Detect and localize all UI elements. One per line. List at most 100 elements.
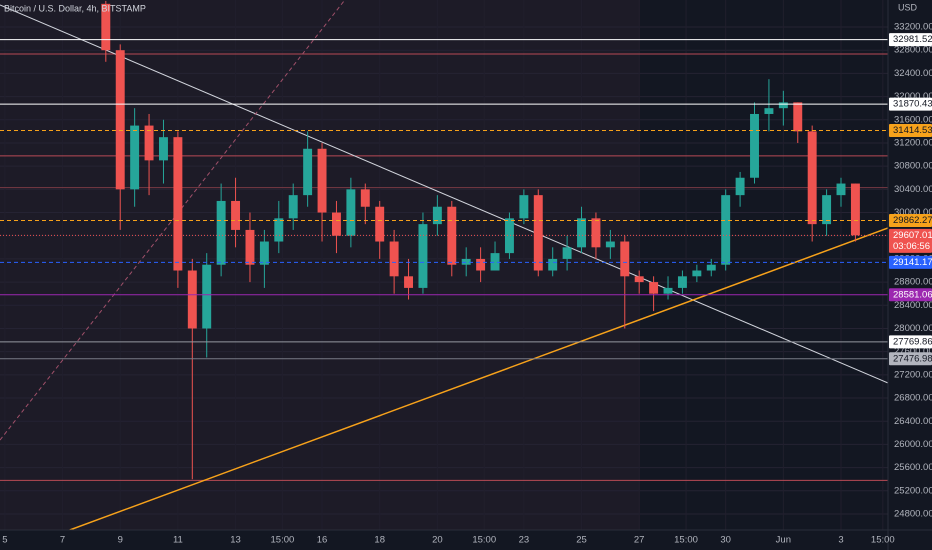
x-tick-label: 25 xyxy=(576,535,587,546)
y-tick-label: 30800.00 xyxy=(894,161,932,172)
candle-body xyxy=(447,206,457,265)
candle-body xyxy=(331,212,341,236)
y-tick-label: 25200.00 xyxy=(894,485,932,496)
chart-title: Bitcoin / U.S. Dollar, 4h, BITSTAMP xyxy=(4,3,146,13)
price-label-bg xyxy=(889,288,932,302)
candle-body xyxy=(519,195,529,219)
candle-body xyxy=(173,137,183,271)
y-tick-label: 28400.00 xyxy=(894,300,932,311)
candle-body xyxy=(360,189,370,207)
candle-body xyxy=(605,241,615,248)
price-label-bg xyxy=(889,255,932,269)
candle-body xyxy=(533,195,543,271)
price-label-bg xyxy=(889,228,932,253)
candle-body xyxy=(115,50,125,190)
x-tick-label: 7 xyxy=(60,535,65,546)
trend-line xyxy=(69,227,888,530)
candle-body xyxy=(620,241,630,277)
price-label-bg xyxy=(889,33,932,47)
price-label: 29141.17 xyxy=(893,257,932,268)
axes: 24800.00 25200.00 25600.00 26000.00 26400.00… xyxy=(2,22,932,546)
candle-body xyxy=(159,137,168,161)
candle-body xyxy=(706,264,716,271)
candle-body xyxy=(807,131,817,225)
candle-body xyxy=(101,3,111,51)
x-tick-label: 15:00 xyxy=(674,535,698,546)
x-tick-label: 15:00 xyxy=(472,535,496,546)
candle-body xyxy=(346,189,356,236)
y-tick-label: 30000.00 xyxy=(894,207,932,218)
candle-body xyxy=(634,276,644,283)
y-tick-label: 32000.00 xyxy=(894,91,932,102)
candle-body xyxy=(245,229,255,265)
x-tick-label: 5 xyxy=(2,535,7,546)
y-tick-label: 31200.00 xyxy=(894,137,932,148)
candle-body xyxy=(490,253,500,271)
candle-body xyxy=(577,218,586,248)
price-label: 31414.53 xyxy=(893,125,932,136)
candle-body xyxy=(836,183,846,196)
y-axis-label: USD xyxy=(898,2,918,12)
candle-body xyxy=(303,148,313,196)
candle-body xyxy=(418,224,428,288)
y-tick-label: 24800.00 xyxy=(894,509,932,520)
candle-body xyxy=(562,247,572,259)
y-tick-label: 26400.00 xyxy=(894,416,932,427)
price-label: 29607.01 xyxy=(893,230,932,241)
candle-body xyxy=(432,206,442,225)
x-tick-label: 18 xyxy=(374,535,385,546)
price-label-bg xyxy=(889,335,932,349)
candle-body xyxy=(822,195,832,225)
trend-line xyxy=(0,0,346,441)
candle-body xyxy=(288,195,298,219)
candle-body xyxy=(130,125,140,190)
candle-body xyxy=(649,282,659,294)
candle-body xyxy=(231,200,241,230)
y-tick-label: 27200.00 xyxy=(894,369,932,380)
x-tick-label: 3 xyxy=(838,535,843,546)
x-tick-label: 11 xyxy=(173,535,183,546)
candle-body xyxy=(850,183,860,236)
price-label-bg xyxy=(889,214,932,228)
y-tick-label: 31600.00 xyxy=(894,114,932,125)
candle-body xyxy=(259,241,269,265)
y-tick-label: 26000.00 xyxy=(894,439,932,450)
price-label: 29862.27 xyxy=(893,215,932,226)
x-tick-label: Jun xyxy=(776,535,791,546)
candle-body xyxy=(144,125,154,161)
candle-body xyxy=(548,258,558,271)
price-label: 31870.43 xyxy=(893,99,932,110)
candle-body xyxy=(764,108,774,114)
y-tick-label: 26800.00 xyxy=(894,393,932,404)
y-tick-label: 28800.00 xyxy=(894,277,932,288)
y-tick-label: 28000.00 xyxy=(894,323,932,334)
candle-body xyxy=(274,218,284,242)
y-tick-label: 33200.00 xyxy=(894,22,932,33)
candle-body xyxy=(504,218,514,254)
x-tick-label: 27 xyxy=(634,535,645,546)
x-tick-label: 13 xyxy=(230,535,241,546)
candle-body xyxy=(591,218,601,248)
candle-body xyxy=(721,195,731,265)
candle-body xyxy=(692,270,702,277)
x-tick-label: 15:00 xyxy=(871,535,895,546)
price-label: 27769.86 xyxy=(893,336,932,347)
x-tick-label: 30 xyxy=(720,535,731,546)
candle-body xyxy=(778,102,788,109)
countdown: 03:06:56 xyxy=(893,241,930,252)
candle-body xyxy=(677,276,687,288)
candle-body xyxy=(476,258,486,271)
y-tick-label: 30400.00 xyxy=(894,184,932,195)
candle-body xyxy=(663,287,673,294)
session-shade xyxy=(0,0,640,530)
trend-line xyxy=(0,4,888,384)
candle-body xyxy=(735,177,745,196)
candle-body xyxy=(202,264,212,329)
y-tick-label: 25600.00 xyxy=(894,462,932,473)
y-tick-label: 32400.00 xyxy=(894,68,932,79)
candle-body xyxy=(461,258,471,265)
y-tick-label: 27600.00 xyxy=(894,346,932,357)
candle-body xyxy=(375,206,385,242)
price-label-bg xyxy=(889,97,932,111)
